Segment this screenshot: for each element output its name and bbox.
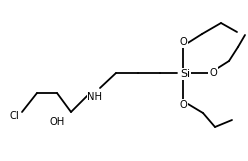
Text: O: O	[179, 37, 187, 47]
Text: NH: NH	[88, 92, 102, 102]
Text: O: O	[209, 68, 217, 78]
Text: Cl: Cl	[9, 111, 19, 121]
Text: OH: OH	[49, 117, 65, 127]
Text: Si: Si	[180, 69, 190, 79]
Text: O: O	[179, 100, 187, 110]
